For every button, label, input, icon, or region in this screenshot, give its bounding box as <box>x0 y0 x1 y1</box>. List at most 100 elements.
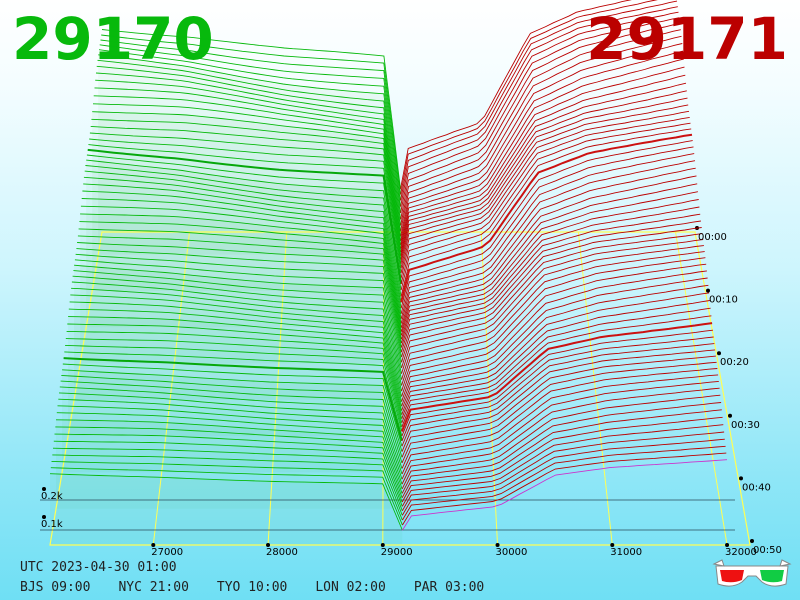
ask-depth-line <box>401 336 714 442</box>
ask-depth-line <box>401 233 703 369</box>
bid-depth-line <box>54 433 403 503</box>
ask-depth-line <box>400 110 690 279</box>
bid-depth-line <box>85 165 402 303</box>
bid-depth-line <box>68 316 403 415</box>
ask-depth-line <box>400 17 680 220</box>
ask-depth-line <box>401 343 715 447</box>
bid-depth-line <box>70 294 403 402</box>
ask-depth-line <box>400 0 678 201</box>
ask-depth-line <box>402 445 726 521</box>
bid-depth-line <box>61 374 403 458</box>
ask-depth-line <box>401 424 724 507</box>
ask-depth-line <box>401 257 706 392</box>
ask-depth-line <box>400 213 701 353</box>
x-tick-dot <box>380 543 385 547</box>
ask-depth-line <box>400 167 696 328</box>
grid-x-line <box>267 231 288 546</box>
bid-depth-line <box>101 29 401 189</box>
3d-glasses-icon[interactable] <box>712 558 792 592</box>
ask-depth-line <box>400 191 698 340</box>
bid-depth-line <box>73 270 402 380</box>
grid-floor <box>49 231 751 546</box>
bid-depth-line <box>86 154 402 291</box>
ask-depth-line <box>401 402 722 494</box>
grid-x-line <box>675 231 728 546</box>
timezone-nyc: NYC 21:00 <box>118 580 189 595</box>
x-tick-dot <box>610 543 615 547</box>
ask-depth-line <box>400 175 697 332</box>
x-tick-label: 27000 <box>151 547 183 558</box>
bid-depth-line <box>64 351 403 436</box>
bid-depth-line <box>76 248 402 357</box>
bid-depth-line <box>53 440 403 507</box>
bid-depth-line <box>49 473 403 531</box>
bid-depth-line <box>86 159 402 297</box>
bid-depth-line <box>74 259 402 368</box>
ask-depth-line <box>400 122 691 291</box>
ask-depth-line <box>401 292 710 415</box>
ask-depth-line <box>401 416 723 503</box>
bid-depth-line <box>69 301 403 407</box>
ask-depth-line <box>400 128 692 297</box>
ask-depth-line <box>401 307 711 424</box>
ask-depth-line <box>401 409 722 498</box>
ask-depth-line <box>400 23 681 226</box>
ask-depth-line <box>400 6 678 207</box>
bid-area <box>98 54 401 255</box>
depth-tick-dot <box>42 487 46 491</box>
timezone-lon: LON 02:00 <box>315 580 386 595</box>
bid-depth-line <box>62 369 403 452</box>
ask-depth-line <box>401 438 725 516</box>
timezone-list: BJS 09:00 NYC 21:00 TYO 10:00 LON 02:00 … <box>20 580 512 595</box>
bid-depth-line <box>98 54 402 220</box>
ask-depth-line <box>401 270 707 402</box>
bid-depth-line <box>80 213 402 336</box>
bid-depth-line <box>82 190 402 324</box>
ask-depth-line <box>401 380 719 480</box>
bid-depth-line <box>68 308 403 411</box>
bid-depth-line <box>66 330 403 423</box>
bid-depth-line <box>95 79 402 242</box>
x-tick-dot <box>725 543 730 547</box>
ask-depth-line <box>401 315 712 428</box>
time-tick-label: 00:10 <box>709 295 738 306</box>
ask-depth-line <box>400 0 632 190</box>
bid-depth-line <box>60 380 403 464</box>
time-tick-dot <box>739 476 743 481</box>
timezone-par: PAR 03:00 <box>413 580 485 595</box>
bid-depth-line <box>65 344 403 432</box>
bid-depth-line <box>100 39 401 201</box>
bid-depth-line <box>92 111 402 256</box>
bid-depth-line <box>57 405 403 485</box>
ask-depth-line <box>401 368 718 469</box>
bid-depth-line <box>65 338 403 427</box>
x-tick-dot <box>495 543 500 547</box>
ask-depth-line <box>401 329 713 437</box>
ask-depth-line <box>401 431 725 512</box>
bid-depth-line <box>83 176 402 315</box>
timezone-tyo: TYO 10:00 <box>216 580 288 595</box>
x-tick-dot <box>266 543 271 547</box>
ask-depth-line <box>401 245 704 380</box>
bid-depth-line <box>52 454 403 516</box>
bid-depth-line <box>94 87 402 246</box>
bid-area <box>68 316 402 437</box>
bid-depth-line <box>96 65 402 232</box>
ask-price: 29171 <box>586 5 788 73</box>
bid-depth-line <box>58 398 403 480</box>
bid-depth-line <box>55 426 403 499</box>
bid-depth-line <box>72 275 402 386</box>
ask-depth-line <box>401 227 702 363</box>
bid-depth-line <box>67 323 403 419</box>
bid-area <box>50 473 403 545</box>
bid-depth-line <box>59 386 403 469</box>
bid-depth-line <box>50 467 403 525</box>
ask-depth-line <box>400 58 684 249</box>
bid-depth-line <box>97 59 402 226</box>
ask-depth-line <box>400 82 687 260</box>
bid-depth-line <box>90 125 402 264</box>
bid-depth-line <box>84 170 402 309</box>
ask-depth-line <box>400 146 694 314</box>
bid-depth-line <box>87 148 402 285</box>
